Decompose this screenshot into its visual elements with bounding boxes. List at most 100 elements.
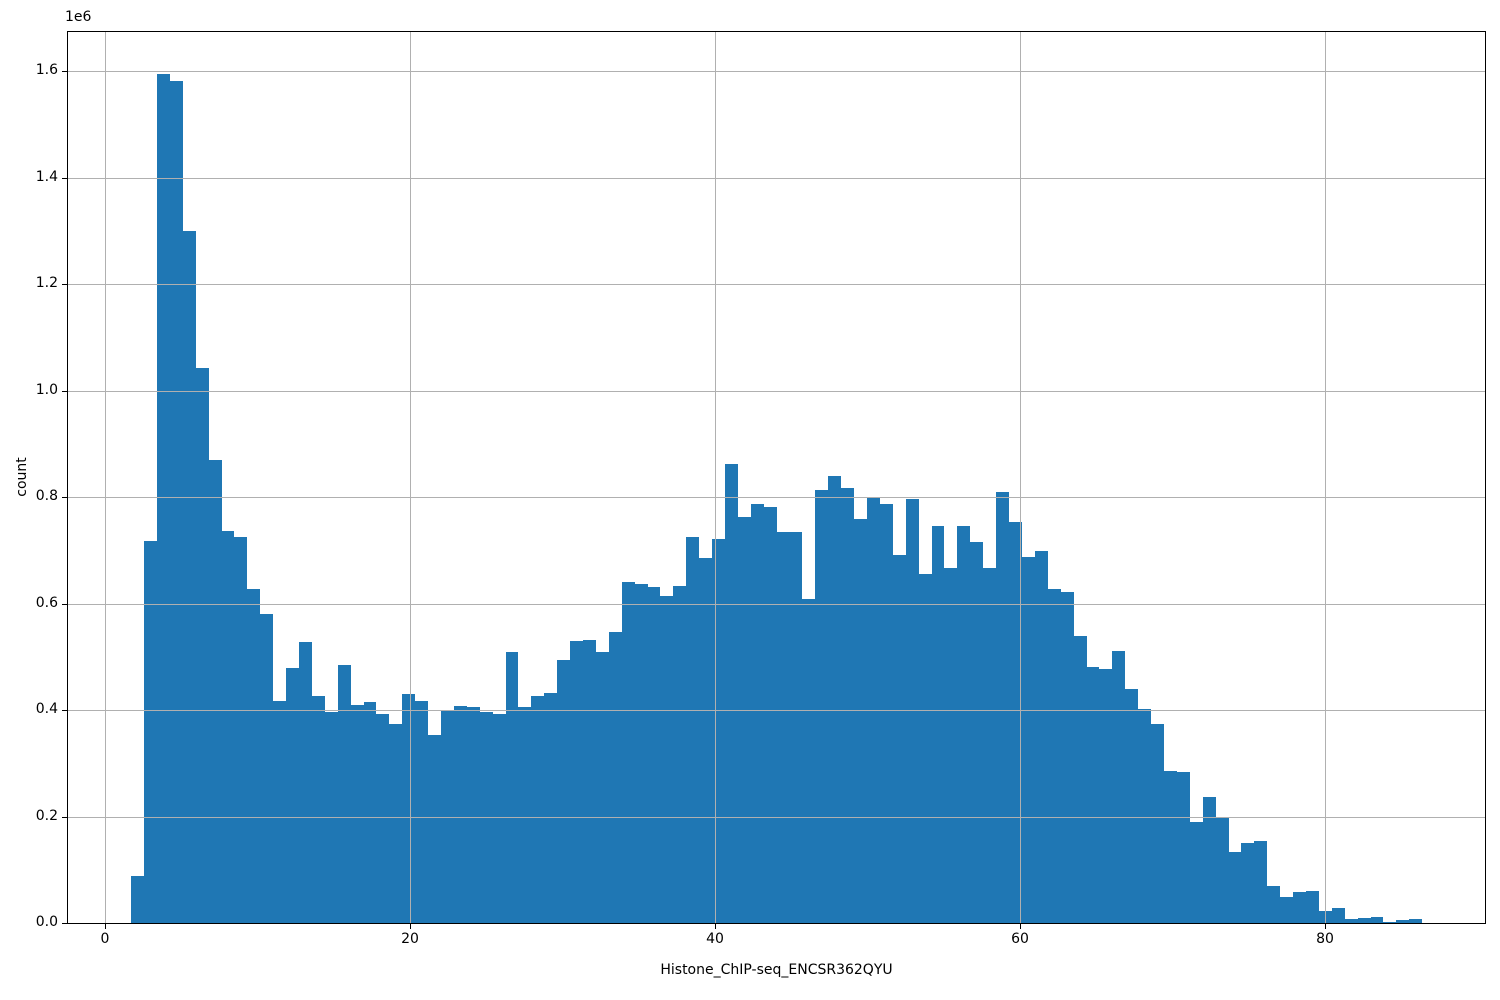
histogram-bar — [454, 706, 467, 923]
histogram-bar — [906, 499, 919, 923]
y-tick-label: 1.2 — [35, 275, 58, 291]
histogram-bar — [751, 504, 764, 923]
x-tick-label: 60 — [1011, 931, 1029, 947]
y-tick-label: 0.4 — [35, 701, 58, 717]
y-tick-mark — [62, 923, 67, 924]
histogram-bar — [467, 707, 480, 923]
histogram-bar — [583, 640, 596, 923]
histogram-bar — [712, 539, 725, 923]
histogram-bar — [1267, 886, 1280, 923]
histogram-bar — [648, 587, 660, 923]
histogram-bar — [157, 74, 170, 923]
y-gridline — [68, 497, 1485, 498]
histogram-bar — [1254, 841, 1267, 923]
x-gridline — [105, 32, 106, 923]
histogram-bar — [1371, 917, 1383, 923]
histogram-bar — [944, 568, 957, 923]
y-tick-label: 1.6 — [35, 62, 58, 78]
y-tick-mark — [62, 71, 67, 72]
y-gridline — [68, 817, 1485, 818]
y-tick-mark — [62, 284, 67, 285]
y-tick-label: 0.6 — [35, 595, 58, 611]
histogram-bar — [1087, 667, 1099, 923]
histogram-bar — [1358, 918, 1371, 923]
histogram-bar — [957, 526, 970, 923]
x-gridline — [410, 32, 411, 923]
histogram-bar — [1383, 922, 1396, 923]
histogram-bar — [1396, 920, 1409, 923]
histogram-bar — [893, 555, 906, 923]
histogram-bar — [1164, 771, 1177, 923]
y-gridline — [68, 604, 1485, 605]
y-gridline — [68, 391, 1485, 392]
histogram-bar — [919, 574, 932, 923]
histogram-bar — [828, 476, 841, 923]
histogram-bar — [364, 702, 376, 923]
histogram-bar — [983, 568, 996, 923]
histogram-bar — [1229, 852, 1241, 923]
histogram-bar — [196, 368, 209, 923]
histogram-bar — [209, 460, 222, 923]
histogram-bar — [1112, 651, 1125, 923]
histogram-bar — [970, 542, 983, 923]
histogram-bar — [544, 693, 557, 923]
histogram-bar — [1074, 636, 1087, 923]
y-tick-mark — [62, 817, 67, 818]
x-tick-mark — [105, 924, 106, 929]
histogram-bar — [777, 532, 790, 923]
histogram-bar — [376, 714, 389, 923]
histogram-bar — [932, 526, 944, 923]
x-gridline — [715, 32, 716, 923]
x-tick-mark — [715, 924, 716, 929]
histogram-bar — [312, 696, 325, 923]
histogram-bar — [260, 614, 273, 923]
x-gridline — [1325, 32, 1326, 923]
histogram-bar — [1138, 709, 1151, 923]
x-gridline — [1020, 32, 1021, 923]
histogram-bar — [286, 668, 299, 923]
histogram-bar — [170, 81, 183, 923]
histogram-bar — [725, 464, 738, 923]
histogram-bar — [596, 652, 609, 923]
histogram-bar — [854, 519, 867, 923]
histogram-bar — [1061, 592, 1074, 923]
histogram-bar — [1216, 818, 1229, 923]
histogram-bar — [351, 705, 364, 923]
plot-area — [67, 31, 1486, 924]
histogram-bar — [1280, 897, 1293, 923]
histogram-bar — [338, 665, 351, 923]
histogram-bar — [518, 707, 531, 923]
histogram-bar — [738, 517, 751, 923]
x-tick-label: 40 — [706, 931, 724, 947]
histogram-bar — [802, 599, 815, 923]
histogram-bar — [144, 541, 157, 923]
histogram-bar — [660, 596, 673, 923]
histogram-bar — [570, 641, 583, 923]
histogram-bar — [622, 582, 635, 923]
histogram-bar — [273, 701, 286, 923]
y-tick-label: 0.2 — [35, 808, 58, 824]
histogram-bar — [1293, 892, 1306, 923]
y-tick-mark — [62, 391, 67, 392]
y-tick-label: 0.8 — [35, 488, 58, 504]
y-tick-label: 0.0 — [35, 914, 58, 930]
histogram-bar — [402, 694, 415, 923]
histogram-bar — [880, 504, 893, 923]
histogram-bar — [234, 537, 247, 923]
histogram-bar — [493, 714, 506, 923]
x-tick-label: 20 — [401, 931, 419, 947]
histogram-bar — [699, 558, 712, 923]
histogram-bar — [222, 531, 234, 923]
histogram-bar — [389, 724, 402, 923]
histogram-bar — [790, 532, 802, 923]
y-tick-mark — [62, 710, 67, 711]
y-axis-label: count — [14, 457, 30, 497]
y-axis-offset-label: 1e6 — [65, 9, 92, 25]
histogram-bar — [1099, 669, 1112, 923]
histogram-bar — [1125, 689, 1138, 923]
histogram-bar — [1241, 843, 1254, 923]
histogram-bar — [1048, 589, 1061, 923]
histogram-bar — [815, 490, 828, 923]
x-tick-label: 80 — [1316, 931, 1334, 947]
histogram-bar — [428, 735, 441, 923]
